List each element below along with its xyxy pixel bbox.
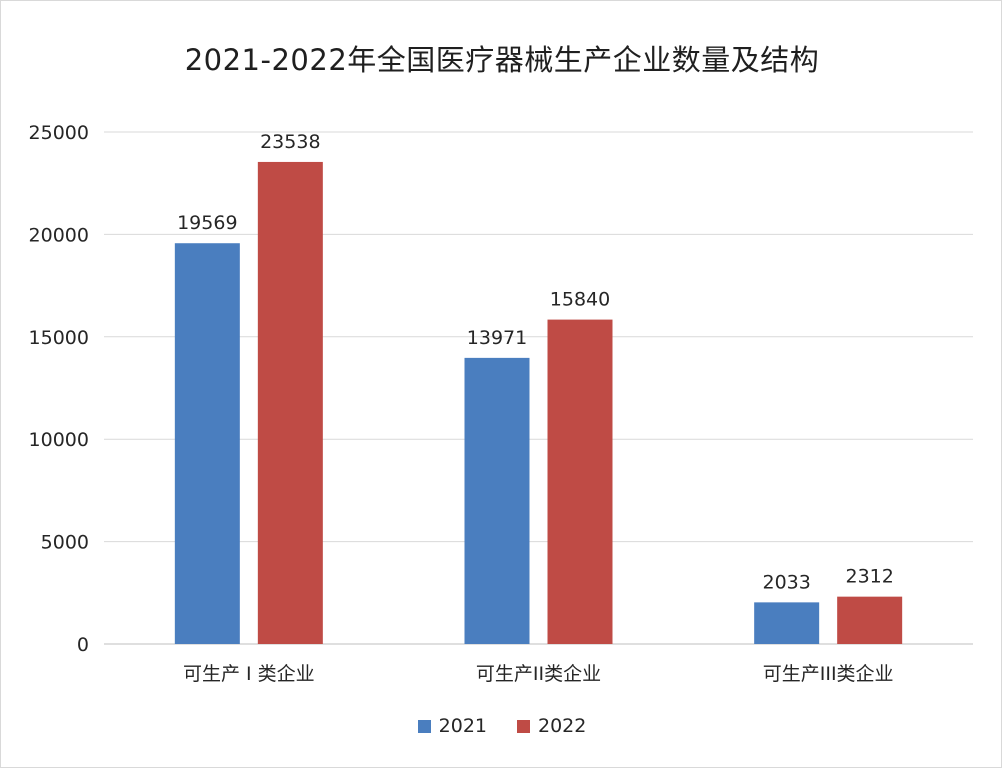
data-label-2021-0: 19569: [177, 212, 237, 234]
y-tick-label: 10000: [29, 429, 89, 451]
y-tick-label: 20000: [29, 224, 89, 246]
legend-item-2022: 2022: [517, 715, 586, 737]
data-label-2021-1: 13971: [467, 327, 527, 349]
data-label-2021-2: 2033: [762, 571, 810, 593]
chart-title: 2021-2022年全国医疗器械生产企业数量及结构: [184, 43, 820, 77]
x-axis-categories: 可生产 I 类企业 可生产II类企业 可生产III类企业: [183, 663, 894, 685]
legend: 2021 2022: [1, 715, 1002, 737]
legend-swatch: [417, 719, 431, 733]
y-tick-label: 15000: [29, 327, 89, 349]
legend-label: 2022: [538, 715, 587, 737]
data-labels: 19569 23538 13971 15840 2033 2312: [177, 131, 894, 593]
x-category-label: 可生产 I 类企业: [183, 663, 315, 685]
bar-2022-0: [257, 161, 323, 644]
data-label-2022-1: 15840: [550, 289, 610, 311]
gridlines: [104, 131, 973, 645]
y-tick-label: 5000: [41, 532, 89, 554]
x-category-label: 可生产II类企业: [476, 663, 601, 685]
bar-2021-1: [464, 357, 530, 644]
y-axis-ticks: 0 5000 10000 15000 20000 25000: [29, 122, 89, 656]
legend-item-2021: 2021: [417, 715, 487, 737]
y-tick-label: 0: [77, 634, 89, 656]
y-tick-label: 25000: [29, 122, 89, 144]
bar-2021-0: [174, 243, 240, 645]
legend-swatch: [517, 719, 530, 733]
data-label-2022-2: 2312: [845, 566, 893, 588]
legend-label: 2021: [438, 715, 487, 737]
bar-2021-2: [754, 602, 820, 644]
bar-2022-2: [837, 596, 903, 644]
bars: [174, 161, 903, 645]
bar-2022-1: [547, 319, 613, 644]
x-category-label: 可生产III类企业: [763, 663, 894, 685]
data-label-2022-0: 23538: [260, 131, 320, 153]
